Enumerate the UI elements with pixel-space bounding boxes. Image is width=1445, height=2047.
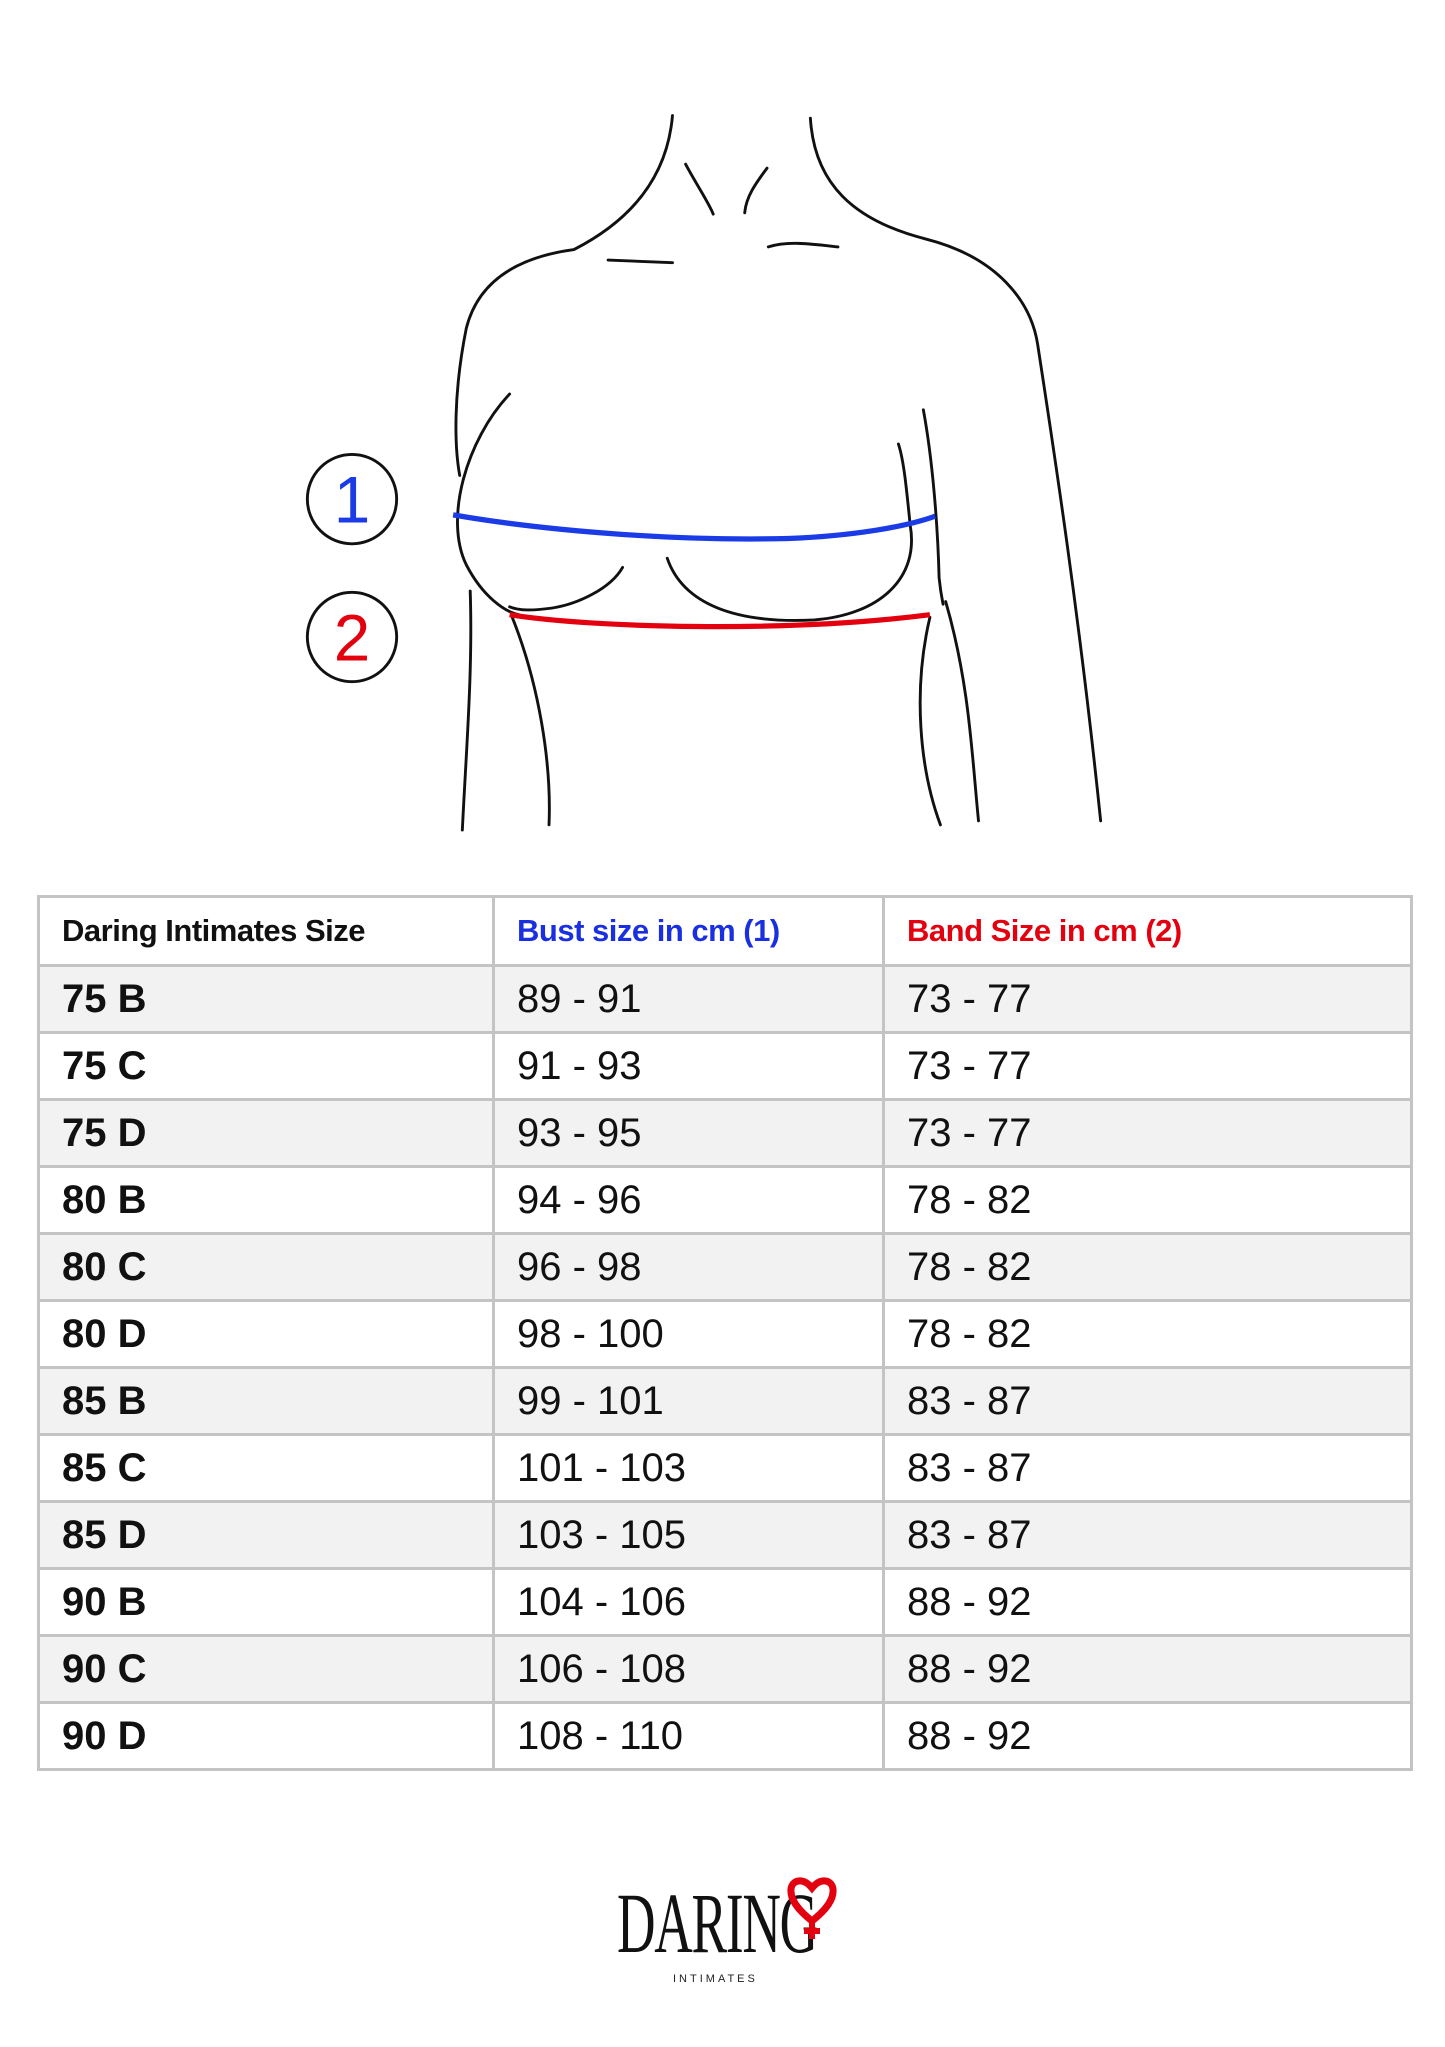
bust-cell: 93 - 95 — [493, 1098, 885, 1168]
heart-venus-icon — [787, 1877, 837, 1939]
table-row: 75 D 93 - 95 73 - 77 — [38, 1098, 1413, 1168]
bust-cell: 96 - 98 — [493, 1232, 885, 1302]
table-row: 75 C 91 - 93 73 - 77 — [38, 1031, 1413, 1101]
torso-outline — [454, 114, 1103, 832]
band-cell: 88 - 92 — [883, 1567, 1413, 1637]
size-cell: 85 D — [38, 1500, 495, 1570]
band-cell: 83 - 87 — [883, 1433, 1413, 1503]
svg-text:2: 2 — [334, 602, 371, 675]
bust-cell: 98 - 100 — [493, 1299, 885, 1369]
header-bust: Bust size in cm (1) — [493, 895, 885, 967]
size-cell: 75 D — [38, 1098, 495, 1168]
bust-cell: 94 - 96 — [493, 1165, 885, 1235]
bust-cell: 104 - 106 — [493, 1567, 885, 1637]
size-cell: 75 B — [38, 964, 495, 1034]
marker-2: 2 — [305, 590, 399, 684]
size-cell: 85 C — [38, 1433, 495, 1503]
band-cell: 83 - 87 — [883, 1366, 1413, 1436]
svg-text:1: 1 — [334, 464, 371, 537]
table-row: 85 D 103 - 105 83 - 87 — [38, 1500, 1413, 1570]
bust-cell: 106 - 108 — [493, 1634, 885, 1704]
table-row: 75 B 89 - 91 73 - 77 — [38, 964, 1413, 1034]
table-row: 80 B 94 - 96 78 - 82 — [38, 1165, 1413, 1235]
daring-intimates-logo: DARING INTIMATES — [617, 1875, 857, 1990]
size-cell: 75 C — [38, 1031, 495, 1101]
bust-cell: 89 - 91 — [493, 964, 885, 1034]
size-cell: 85 B — [38, 1366, 495, 1436]
size-cell: 80 C — [38, 1232, 495, 1302]
bust-measure-line — [452, 512, 937, 542]
band-measure-line — [509, 612, 931, 630]
band-cell: 78 - 82 — [883, 1165, 1413, 1235]
marker-1: 1 — [305, 453, 399, 546]
band-cell: 88 - 92 — [883, 1634, 1413, 1704]
table-row: 90 C 106 - 108 88 - 92 — [38, 1634, 1413, 1704]
size-cell: 80 D — [38, 1299, 495, 1369]
bust-cell: 91 - 93 — [493, 1031, 885, 1101]
band-cell: 73 - 77 — [883, 964, 1413, 1034]
table-row: 85 B 99 - 101 83 - 87 — [38, 1366, 1413, 1436]
table-row: 80 C 96 - 98 78 - 82 — [38, 1232, 1413, 1302]
logo-subtitle: INTIMATES — [673, 1973, 758, 1985]
size-cell: 90 C — [38, 1634, 495, 1704]
band-cell: 73 - 77 — [883, 1031, 1413, 1101]
size-cell: 80 B — [38, 1165, 495, 1235]
band-cell: 78 - 82 — [883, 1299, 1413, 1369]
table-row: 85 C 101 - 103 83 - 87 — [38, 1433, 1413, 1503]
band-cell: 83 - 87 — [883, 1500, 1413, 1570]
bust-cell: 103 - 105 — [493, 1500, 885, 1570]
bust-cell: 101 - 103 — [493, 1433, 885, 1503]
bust-cell: 99 - 101 — [493, 1366, 885, 1436]
size-chart-table: Daring Intimates Size Bust size in cm (1… — [37, 895, 1413, 1771]
table-header-row: Daring Intimates Size Bust size in cm (1… — [38, 895, 1413, 967]
table-row: 90 D 108 - 110 88 - 92 — [38, 1701, 1413, 1771]
size-cell: 90 D — [38, 1701, 495, 1771]
header-size: Daring Intimates Size — [38, 895, 495, 967]
measurement-illustration: 1 2 — [305, 114, 1103, 832]
size-cell: 90 B — [38, 1567, 495, 1637]
band-cell: 88 - 92 — [883, 1701, 1413, 1771]
header-band: Band Size in cm (2) — [883, 895, 1413, 967]
table-row: 90 B 104 - 106 88 - 92 — [38, 1567, 1413, 1637]
bust-cell: 108 - 110 — [493, 1701, 885, 1771]
band-cell: 73 - 77 — [883, 1098, 1413, 1168]
band-cell: 78 - 82 — [883, 1232, 1413, 1302]
table-row: 80 D 98 - 100 78 - 82 — [38, 1299, 1413, 1369]
logo-wordmark: DARING — [617, 1875, 818, 1971]
